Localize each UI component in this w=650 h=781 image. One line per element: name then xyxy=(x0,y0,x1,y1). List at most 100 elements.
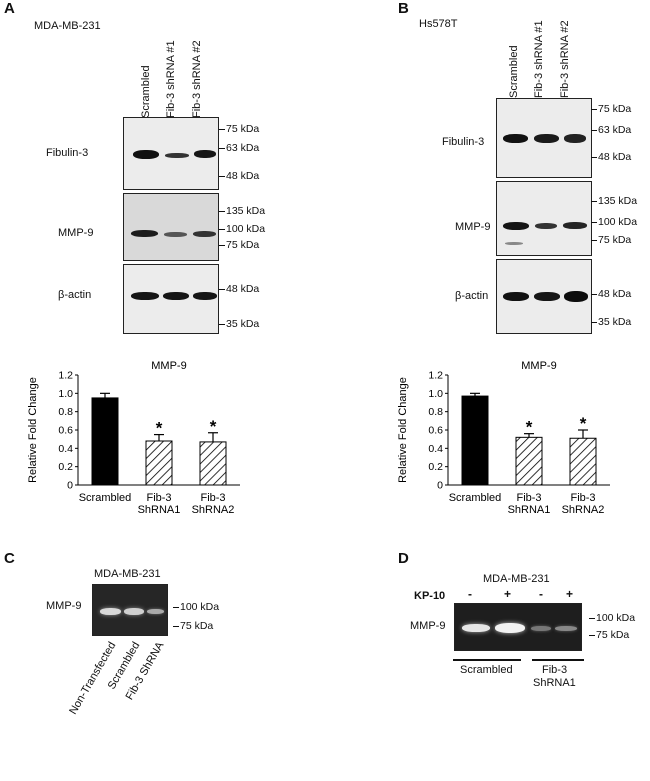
panel-c-marker: 100 kDa xyxy=(172,601,220,613)
significance-marker: * xyxy=(580,414,587,433)
panel-letter-b: B xyxy=(398,0,409,17)
y-tick-label: 0 xyxy=(437,480,443,492)
panel-c-zymogram xyxy=(92,584,168,636)
y-tick-label: 0.2 xyxy=(428,461,443,473)
panel-d-sign: + xyxy=(566,587,574,601)
panel-b-mmp9-blot xyxy=(496,181,592,256)
panel-b-protein-label: Fibulin-3 xyxy=(442,136,485,148)
panel-b-actin-blot xyxy=(496,259,592,334)
category-label: Fib-3 xyxy=(516,492,541,504)
category-label: Fib-3 xyxy=(570,492,595,504)
chart-ylabel: Relative Fold Change xyxy=(397,377,409,483)
panel-a-marker: 48 kDa xyxy=(218,283,260,295)
panel-a-marker: 75 kDa xyxy=(218,123,260,135)
panel-b-marker: 48 kDa xyxy=(590,151,632,163)
y-tick-label: 0.8 xyxy=(428,406,443,418)
panel-a-marker: 75 kDa xyxy=(218,239,260,251)
panel-d-group-label: ShRNA1 xyxy=(533,677,576,689)
y-tick-label: 1.2 xyxy=(58,370,73,382)
y-tick-label: 0.8 xyxy=(58,406,73,418)
panel-b-marker: 75 kDa xyxy=(590,234,632,246)
panel-letter-c: C xyxy=(4,550,15,567)
significance-marker: * xyxy=(526,418,533,437)
panel-d-marker: 100 kDa xyxy=(588,612,636,624)
y-tick-label: 1.0 xyxy=(58,388,73,400)
panel-a-marker: 100 kDa xyxy=(218,223,266,235)
panel-d-group-line xyxy=(532,659,584,661)
panel-c-cell-line: MDA-MB-231 xyxy=(94,568,161,580)
chart-ylabel: Relative Fold Change xyxy=(27,377,39,483)
category-label: ShRNA2 xyxy=(192,504,235,516)
panel-a-lane-label: Scrambled xyxy=(140,65,152,118)
category-label: Scrambled xyxy=(449,492,502,504)
bar xyxy=(91,397,119,486)
panel-d-treatment-label: KP-10 xyxy=(414,590,446,602)
chart-title: MMP-9 xyxy=(151,360,186,372)
y-tick-label: 1.2 xyxy=(428,370,443,382)
panel-d-sign: - xyxy=(539,587,543,601)
panel-a-actin-blot xyxy=(123,264,219,334)
panel-a-protein-label: Fibulin-3 xyxy=(46,147,89,159)
category-label: Fib-3 xyxy=(200,492,225,504)
category-label: Scrambled xyxy=(79,492,132,504)
significance-marker: * xyxy=(156,419,163,438)
category-label: ShRNA2 xyxy=(562,504,605,516)
panel-d-group-line xyxy=(453,659,521,661)
panel-a-marker: 48 kDa xyxy=(218,170,260,182)
panel-letter-d: D xyxy=(398,550,409,567)
panel-a-lane-label: Fib-3 shRNA #1 xyxy=(165,40,177,118)
panel-b-marker: 135 kDa xyxy=(590,195,638,207)
bar xyxy=(461,395,489,486)
panel-b-marker: 35 kDa xyxy=(590,316,632,328)
bar xyxy=(515,436,543,486)
y-tick-label: 0.2 xyxy=(58,461,73,473)
panel-a-mmp9-blot xyxy=(123,193,219,261)
panel-d-group-label: Fib-3 xyxy=(542,664,568,676)
panel-d-sign: - xyxy=(468,587,472,601)
bar xyxy=(145,440,173,486)
chart-a: MMP-9 Relative Fold Change 0 0.2 0.4 0.6 0.8 1.… xyxy=(27,360,240,516)
chart-b: MMP-9 Relative Fold Change 0 0.2 0.4 0.6 0.8 1.… xyxy=(397,360,610,516)
panel-d-protein-label: MMP-9 xyxy=(410,620,446,632)
chart-title: MMP-9 xyxy=(521,360,556,372)
panel-c-marker: 75 kDa xyxy=(172,620,214,632)
panel-b-lane-label: Fib-3 shRNA #1 xyxy=(533,20,545,98)
panel-a-cell-line: MDA-MB-231 xyxy=(34,20,101,32)
panel-d-group-label: Scrambled xyxy=(460,664,513,676)
panel-a-protein-label: β-actin xyxy=(58,289,92,301)
panel-c-protein-label: MMP-9 xyxy=(46,600,82,612)
panel-b-marker: 48 kDa xyxy=(590,288,632,300)
panel-a-marker: 35 kDa xyxy=(218,318,260,330)
category-label: Fib-3 xyxy=(146,492,171,504)
significance-marker: * xyxy=(210,417,217,436)
panel-b-protein-label: MMP-9 xyxy=(455,221,491,233)
panel-a-fibulin3-blot xyxy=(123,117,219,190)
y-tick-label: 0 xyxy=(67,480,73,492)
panel-a-lane-label: Fib-3 shRNA #2 xyxy=(191,40,203,118)
panel-b-cell-line: Hs578T xyxy=(419,18,458,30)
panel-b-marker: 75 kDa xyxy=(590,103,632,115)
panel-b-lane-label: Scrambled xyxy=(508,45,520,98)
panel-a-marker: 135 kDa xyxy=(218,205,266,217)
panel-d-sign: + xyxy=(504,587,512,601)
panel-letter-a: A xyxy=(4,0,15,17)
panel-d-cell-line: MDA-MB-231 xyxy=(483,573,550,585)
y-tick-label: 1.0 xyxy=(428,388,443,400)
category-label: ShRNA1 xyxy=(138,504,181,516)
y-tick-label: 0.6 xyxy=(58,425,73,437)
bar xyxy=(199,441,227,486)
panel-b-fibulin3-blot xyxy=(496,98,592,178)
y-tick-label: 0.6 xyxy=(428,425,443,437)
panel-a-protein-label: MMP-9 xyxy=(58,227,94,239)
y-tick-label: 0.4 xyxy=(58,443,73,455)
panel-b-protein-label: β-actin xyxy=(455,290,489,302)
panel-b-marker: 100 kDa xyxy=(590,216,638,228)
panel-d-zymogram xyxy=(454,603,582,651)
panel-b-marker: 63 kDa xyxy=(590,124,632,136)
bar xyxy=(569,437,597,486)
panel-b-lane-label: Fib-3 shRNA #2 xyxy=(559,20,571,98)
category-label: ShRNA1 xyxy=(508,504,551,516)
panel-a-marker: 63 kDa xyxy=(218,142,260,154)
panel-d-marker: 75 kDa xyxy=(588,629,630,641)
y-tick-label: 0.4 xyxy=(428,443,443,455)
